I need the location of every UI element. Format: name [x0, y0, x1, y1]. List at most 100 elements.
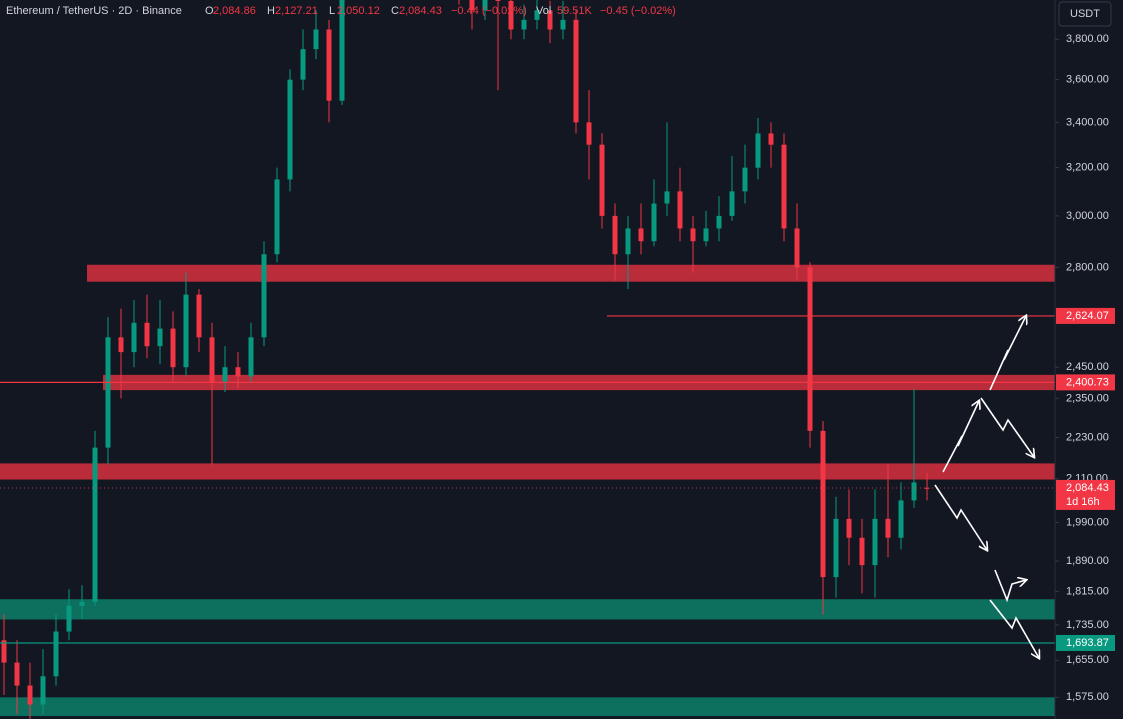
- candle-body: [755, 133, 761, 168]
- candle-body: [651, 203, 657, 242]
- zone: [87, 264, 1055, 282]
- candle-body: [833, 518, 839, 578]
- candle-body: [872, 518, 878, 566]
- currency-button[interactable]: USDT: [1058, 1, 1112, 27]
- candle-body: [339, 0, 345, 101]
- level-label-box: [1056, 374, 1115, 391]
- candle-body: [534, 10, 540, 20]
- y-tick-label: 3,400.00: [1066, 116, 1109, 128]
- plot-area: [0, 0, 1055, 719]
- candle-body: [599, 144, 605, 216]
- candle-body: [625, 228, 631, 255]
- price-axis: 3,800.00 3,600.00 3,400.00 3,200.00 3,000.00…: [1054, 0, 1115, 719]
- zone: [0, 463, 1055, 480]
- candle-body: [677, 191, 683, 229]
- arrow: [934, 484, 987, 550]
- level-label: 2,624.07: [1066, 310, 1109, 322]
- candle-body: [638, 228, 644, 242]
- level-label: 1,693.87: [1066, 637, 1109, 649]
- candle-body: [326, 29, 332, 101]
- volume-change: −0.45 (−0.02%): [600, 5, 676, 17]
- ohlc-key: O: [205, 5, 214, 17]
- candle-body: [27, 685, 33, 705]
- candle-body: [807, 267, 813, 431]
- arrow: [980, 397, 1034, 457]
- candle-body: [131, 322, 137, 353]
- change: −0.44 (−0.02%): [451, 5, 527, 17]
- y-tick-label: 1,575.00: [1066, 691, 1109, 703]
- candle-body: [53, 631, 59, 677]
- candle-body: [911, 482, 917, 501]
- candle-body: [820, 430, 826, 578]
- candle-body: [300, 49, 306, 80]
- last-price-label: 2,084.43: [1066, 482, 1109, 494]
- volume: 59.51K: [557, 5, 593, 17]
- candle-body: [716, 215, 722, 229]
- candle-body: [261, 254, 267, 338]
- zone: [0, 697, 1055, 717]
- candle-body: [703, 228, 709, 242]
- last-price-box: [1056, 479, 1115, 510]
- y-tick-label: 1,735.00: [1066, 619, 1109, 631]
- candle-body: [586, 122, 592, 145]
- candle-body: [898, 500, 904, 538]
- candle-body: [924, 487, 930, 489]
- candle-body: [183, 294, 189, 368]
- candle-body: [664, 191, 670, 204]
- candle-body: [287, 79, 293, 180]
- currency[interactable]: USDT: [1070, 8, 1100, 20]
- candle-body: [248, 337, 254, 377]
- candle-body: [612, 215, 618, 255]
- zone: [0, 599, 1055, 620]
- candle-body: [14, 662, 20, 686]
- candle-body: [547, 10, 553, 30]
- candle-body: [157, 328, 163, 347]
- level-label-box: [1056, 634, 1115, 651]
- candle-body: [690, 228, 696, 242]
- candle-body: [40, 676, 46, 705]
- level-label: 2,400.73: [1066, 376, 1109, 388]
- candle-body: [846, 518, 852, 538]
- y-tick-label: 1,890.00: [1066, 555, 1109, 567]
- currency-box[interactable]: [1058, 1, 1112, 27]
- candle-body: [781, 144, 787, 229]
- candle-body: [222, 367, 228, 383]
- candle-body: [170, 328, 176, 368]
- y-tick-label: 2,350.00: [1066, 392, 1109, 404]
- candle-body: [274, 179, 280, 255]
- arrow: [942, 401, 979, 473]
- y-tick-label: 2,230.00: [1066, 431, 1109, 443]
- ohlc-key: H: [267, 5, 275, 17]
- y-tick-label: 1,655.00: [1066, 654, 1109, 666]
- candle-body: [313, 29, 319, 50]
- ohlc-value: 2,050.12: [337, 5, 380, 17]
- candle-body: [742, 167, 748, 192]
- candle-body: [560, 19, 566, 30]
- candle-body: [209, 337, 215, 383]
- candle-body: [1, 640, 7, 663]
- legend: Ethereum / TetherUS · 2D · Binance O 2,08…: [6, 5, 676, 17]
- ohlc-key: C: [391, 5, 399, 17]
- candle-body: [768, 133, 774, 145]
- candle-body: [79, 601, 85, 606]
- y-tick-label: 1,990.00: [1066, 516, 1109, 528]
- y-tick-label: 2,450.00: [1066, 361, 1109, 373]
- y-tick-label: 1,815.00: [1066, 585, 1109, 597]
- ohlc: O 2,084.86 H 2,127.21 L 2,050.12 C 2,084.43: [205, 5, 442, 17]
- arrow: [994, 569, 1026, 603]
- candle-body: [66, 605, 72, 632]
- ohlc-value: 2,127.21: [275, 5, 318, 17]
- symbol: Ethereum / TetherUS · 2D · Binance: [6, 5, 182, 17]
- candle-body: [859, 537, 865, 566]
- candle-body: [482, 0, 488, 11]
- candle-body: [794, 228, 800, 268]
- candle-body: [521, 19, 527, 30]
- countdown: 1d 16h: [1066, 496, 1100, 508]
- y-tick-label: 3,000.00: [1066, 210, 1109, 222]
- level-label-box: [1056, 307, 1115, 324]
- candle-body: [144, 322, 150, 347]
- candle-body: [729, 191, 735, 216]
- arrow: [989, 599, 1039, 658]
- ohlc-value: 2,084.86: [213, 5, 256, 17]
